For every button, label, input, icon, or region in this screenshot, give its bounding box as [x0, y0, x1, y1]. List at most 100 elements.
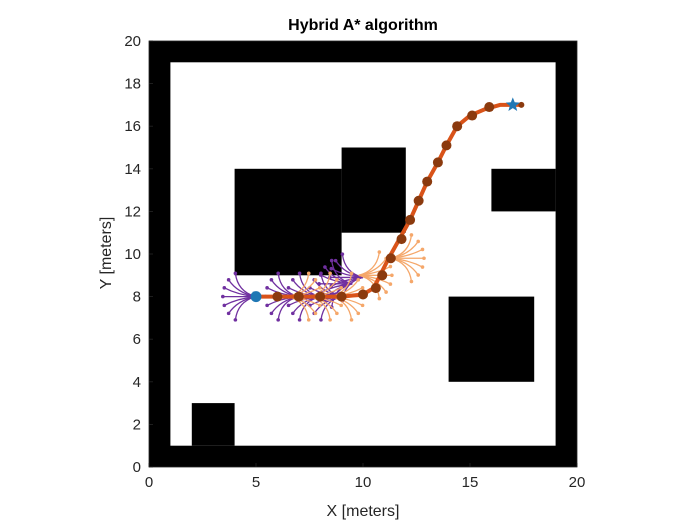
- free-space: [149, 41, 577, 467]
- reverse-tree-leaf: [313, 278, 318, 282]
- forward-tree-leaf: [340, 252, 345, 256]
- forward-tree-leaf: [222, 303, 227, 308]
- forward-tree-leaf: [233, 318, 238, 322]
- forward-tree-leaf: [323, 265, 327, 269]
- forward-tree-branch: [341, 254, 364, 279]
- y-tick-label: 14: [124, 161, 141, 178]
- path-node: [452, 121, 463, 132]
- y-axis-label: Y [meters]: [98, 217, 115, 290]
- path-node: [422, 176, 433, 187]
- path-node: [385, 253, 396, 264]
- forward-tree-leaf: [291, 311, 295, 316]
- y-tick-label: 18: [124, 76, 141, 93]
- x-tick-label: 15: [462, 474, 479, 491]
- reverse-tree-leaf: [313, 311, 318, 316]
- obstacle-border-right: [555, 41, 577, 467]
- axes: 0 5 10 15 20 0 2 4 6 8 10 12 14 16 18 20: [124, 33, 585, 491]
- forward-tree-leaf: [319, 318, 323, 322]
- forward-tree-leaf: [286, 286, 291, 290]
- chart-title: Hybrid A* algorithm: [288, 17, 438, 34]
- x-tick-label: 20: [569, 474, 586, 491]
- y-tick-label: 20: [124, 33, 141, 50]
- start-marker: [250, 291, 262, 303]
- reverse-tree-leaf: [360, 286, 365, 290]
- reverse-tree-leaf: [317, 286, 322, 290]
- reverse-tree-branch: [358, 251, 380, 276]
- forward-tree-leaf: [329, 266, 334, 271]
- reverse-tree-leaf: [420, 265, 425, 269]
- forward-tree-leaf: [297, 318, 302, 322]
- y-tick-label: 8: [133, 289, 141, 306]
- x-tick-label: 10: [355, 474, 372, 491]
- reverse-tree-leaf: [416, 239, 420, 244]
- path-node: [484, 102, 495, 113]
- obstacle-border-bottom: [149, 445, 577, 467]
- path-node: [467, 110, 478, 121]
- reverse-tree-leaf: [328, 271, 332, 276]
- reverse-tree-leaf: [356, 278, 361, 282]
- reverse-tree-leaf: [409, 279, 414, 284]
- path-node: [405, 214, 416, 225]
- path-node: [315, 291, 326, 302]
- forward-tree-leaf: [286, 303, 291, 308]
- forward-tree-leaf: [265, 303, 269, 308]
- goal-marker: [505, 97, 520, 111]
- reverse-tree-leaf: [420, 247, 425, 252]
- forward-tree-leaf: [317, 282, 321, 286]
- path-node: [336, 291, 347, 302]
- reverse-tree-leaf: [335, 311, 339, 316]
- obstacle-block-right-lower: [448, 296, 535, 382]
- x-tick-label: 5: [252, 474, 260, 491]
- path-node: [370, 283, 381, 294]
- path-node: [432, 157, 443, 168]
- path-node: [441, 140, 452, 151]
- forward-tree-leaf: [291, 278, 295, 282]
- forward-tree-leaf: [226, 311, 231, 316]
- y-tick-label: 0: [133, 459, 141, 476]
- reverse-tree-leaf: [388, 282, 393, 286]
- obstacle-block-bottom-left: [191, 403, 235, 446]
- obstacle-border-top: [149, 41, 577, 63]
- forward-tree-leaf: [233, 271, 238, 276]
- path-node: [272, 291, 283, 302]
- reverse-tree-leaf: [306, 271, 311, 276]
- forward-tree-leaf: [269, 311, 274, 316]
- y-tick-label: 10: [124, 246, 141, 263]
- forward-tree-leaf: [329, 258, 334, 263]
- forward-tree-leaf: [265, 286, 269, 290]
- reverse-tree-leaf: [416, 273, 420, 277]
- forward-tree-leaf: [297, 271, 302, 276]
- reverse-tree-leaf: [388, 264, 393, 269]
- reverse-tree-leaf: [360, 303, 365, 308]
- reverse-tree-leaf: [409, 233, 414, 237]
- forward-tree-leaf: [222, 286, 227, 290]
- forward-tree-leaf: [226, 278, 231, 282]
- reverse-tree-leaf: [335, 278, 339, 282]
- forward-tree-leaf: [276, 271, 280, 276]
- y-tick-label: 6: [133, 331, 141, 348]
- y-tick-label: 12: [124, 203, 141, 220]
- reverse-tree-leaf: [317, 303, 322, 308]
- plot-area: [149, 41, 577, 467]
- path-node: [518, 101, 525, 108]
- forward-tree-leaf: [318, 273, 323, 277]
- reverse-tree-leaf: [390, 273, 394, 278]
- reverse-tree-leaf: [377, 296, 382, 301]
- y-tick-label: 4: [133, 374, 141, 391]
- path-node: [358, 289, 368, 300]
- path-node: [396, 234, 407, 245]
- obstacle-block-center-left: [234, 168, 342, 276]
- reverse-tree-leaf: [356, 311, 361, 316]
- path-node: [377, 270, 388, 281]
- reverse-tree-leaf: [349, 271, 354, 276]
- reverse-tree-leaf: [384, 290, 388, 294]
- path-node: [293, 291, 304, 302]
- obstacle-block-center-top: [341, 147, 406, 233]
- obstacle-border-left: [149, 41, 171, 467]
- reverse-tree-leaf: [339, 303, 343, 308]
- reverse-tree-leaf: [422, 256, 426, 261]
- forward-tree-leaf: [276, 318, 280, 322]
- forward-tree-leaf: [333, 258, 338, 263]
